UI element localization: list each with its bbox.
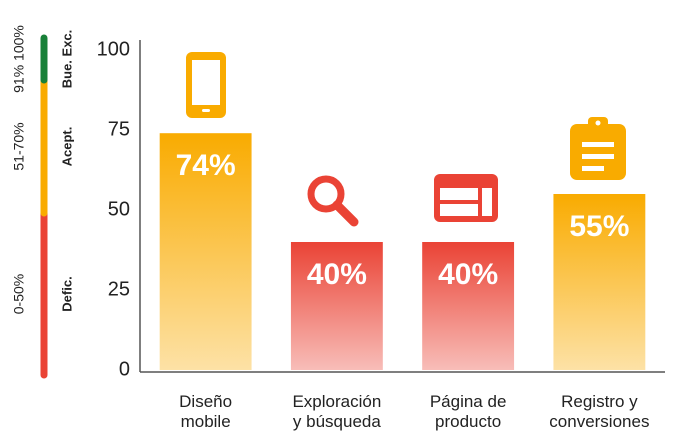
- y-tick-label: 0: [119, 358, 130, 380]
- browser-icon: [434, 174, 498, 222]
- scale-range: 0-50%: [11, 274, 27, 314]
- x-tick-label: Exploración y búsqueda: [292, 392, 382, 431]
- bar: [553, 194, 646, 370]
- clipboard-icon: [570, 117, 626, 180]
- x-tick-label: Página de producto: [429, 392, 507, 431]
- y-tick-label: 50: [108, 198, 130, 220]
- scale-label: Defic.: [59, 276, 74, 311]
- value-label: 40%: [438, 258, 498, 291]
- scale-label: Acept.: [59, 127, 74, 167]
- value-label: 74%: [176, 149, 236, 182]
- y-tick-label: 25: [108, 278, 130, 300]
- x-tick-label: Registro y conversiones: [549, 392, 650, 431]
- x-tick-label: Diseño mobile: [179, 392, 233, 431]
- scale-label: Bue. Exc.: [59, 30, 74, 89]
- bar: [290, 242, 383, 370]
- value-label: 55%: [569, 210, 629, 243]
- scale-range: 51-70%: [11, 122, 27, 170]
- value-label: 40%: [307, 258, 367, 291]
- y-tick-label: 100: [97, 38, 130, 60]
- phone-icon: [186, 52, 226, 118]
- bar: [422, 242, 515, 370]
- search-icon: [307, 175, 359, 227]
- bar: [159, 133, 252, 370]
- y-tick-label: 75: [108, 118, 130, 140]
- scale-range: 91% 100%: [11, 25, 27, 93]
